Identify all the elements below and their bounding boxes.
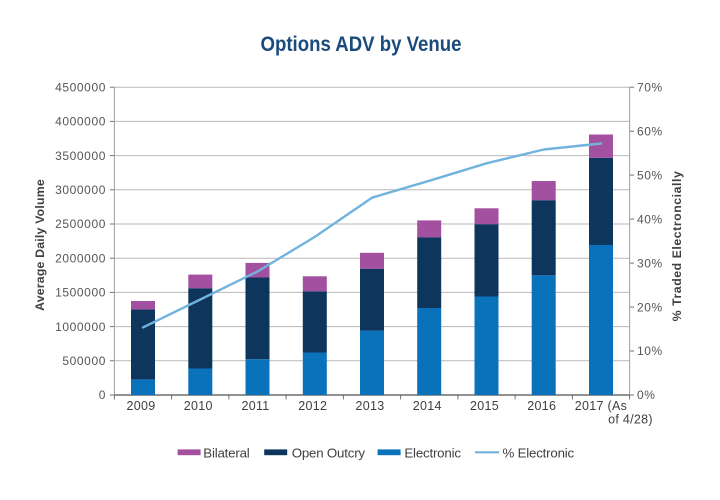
svg-text:2010: 2010 — [184, 399, 213, 413]
svg-text:0%: 0% — [637, 388, 656, 402]
svg-text:1500000: 1500000 — [55, 286, 106, 300]
svg-text:20%: 20% — [637, 300, 663, 314]
svg-text:2014: 2014 — [413, 399, 442, 413]
svg-text:3500000: 3500000 — [55, 149, 106, 163]
svg-text:60%: 60% — [637, 124, 663, 138]
svg-text:4000000: 4000000 — [55, 115, 106, 129]
svg-text:Open Outcry: Open Outcry — [292, 445, 366, 460]
svg-text:10%: 10% — [637, 344, 663, 358]
svg-text:2011: 2011 — [241, 399, 269, 413]
svg-text:500000: 500000 — [62, 354, 106, 368]
svg-text:2016: 2016 — [527, 399, 556, 413]
svg-text:Electronic: Electronic — [404, 445, 461, 460]
svg-text:2012: 2012 — [298, 399, 327, 413]
svg-text:2009: 2009 — [126, 399, 155, 413]
svg-text:3000000: 3000000 — [55, 183, 106, 197]
svg-text:2500000: 2500000 — [55, 217, 106, 231]
svg-text:4500000: 4500000 — [55, 80, 106, 94]
svg-text:70%: 70% — [637, 80, 663, 94]
svg-text:0: 0 — [99, 388, 106, 402]
svg-text:2015: 2015 — [470, 399, 499, 413]
svg-text:Options ADV by Venue: Options ADV by Venue — [261, 33, 462, 56]
svg-text:2017 (As: 2017 (As — [575, 399, 627, 413]
svg-text:% Electronic: % Electronic — [503, 445, 575, 460]
svg-text:of 4/28): of 4/28) — [608, 413, 653, 427]
svg-text:% Traded Electroncially: % Traded Electroncially — [670, 171, 684, 322]
svg-text:50%: 50% — [637, 168, 663, 182]
svg-text:30%: 30% — [637, 256, 663, 270]
svg-text:Average Daily Volume: Average Daily Volume — [33, 179, 47, 311]
svg-text:1000000: 1000000 — [55, 320, 106, 334]
svg-text:2013: 2013 — [355, 399, 384, 413]
svg-text:40%: 40% — [637, 212, 663, 226]
svg-text:2000000: 2000000 — [55, 251, 106, 265]
svg-text:Bilateral: Bilateral — [203, 445, 249, 460]
